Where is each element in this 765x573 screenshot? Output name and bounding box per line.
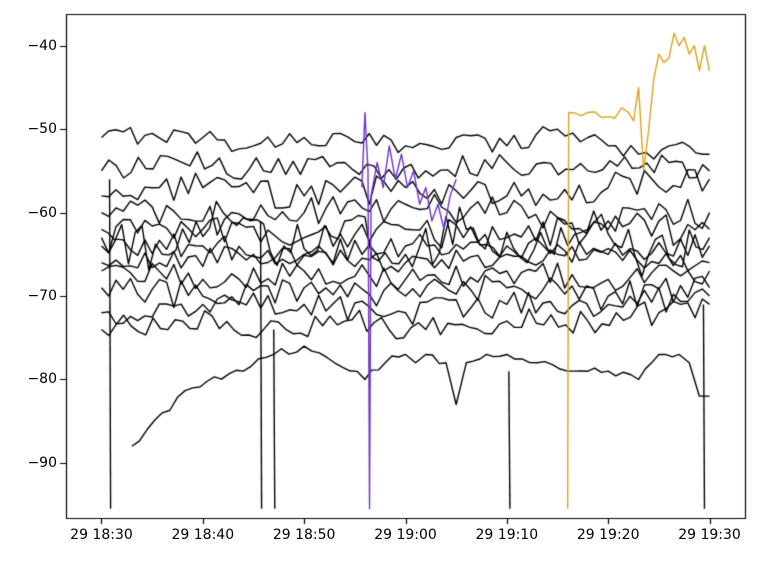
x-tick-label: 29 18:40 xyxy=(171,527,235,543)
y-tick-label: −80 xyxy=(27,371,57,388)
x-tick-label: 29 19:00 xyxy=(374,527,437,543)
y-tick-label: −40 xyxy=(27,37,57,54)
x-tick-label: 29 19:30 xyxy=(678,527,741,543)
x-tick-label: 29 19:10 xyxy=(475,527,539,543)
y-tick-label: −70 xyxy=(27,288,57,305)
x-tick-label: 29 18:50 xyxy=(272,527,336,543)
x-tick-label: 29 19:20 xyxy=(576,527,640,543)
y-tick-label: −90 xyxy=(27,454,57,471)
y-tick-label: −60 xyxy=(27,204,57,221)
x-tick-label: 29 18:30 xyxy=(70,527,133,543)
y-tick-label: −50 xyxy=(27,121,57,138)
